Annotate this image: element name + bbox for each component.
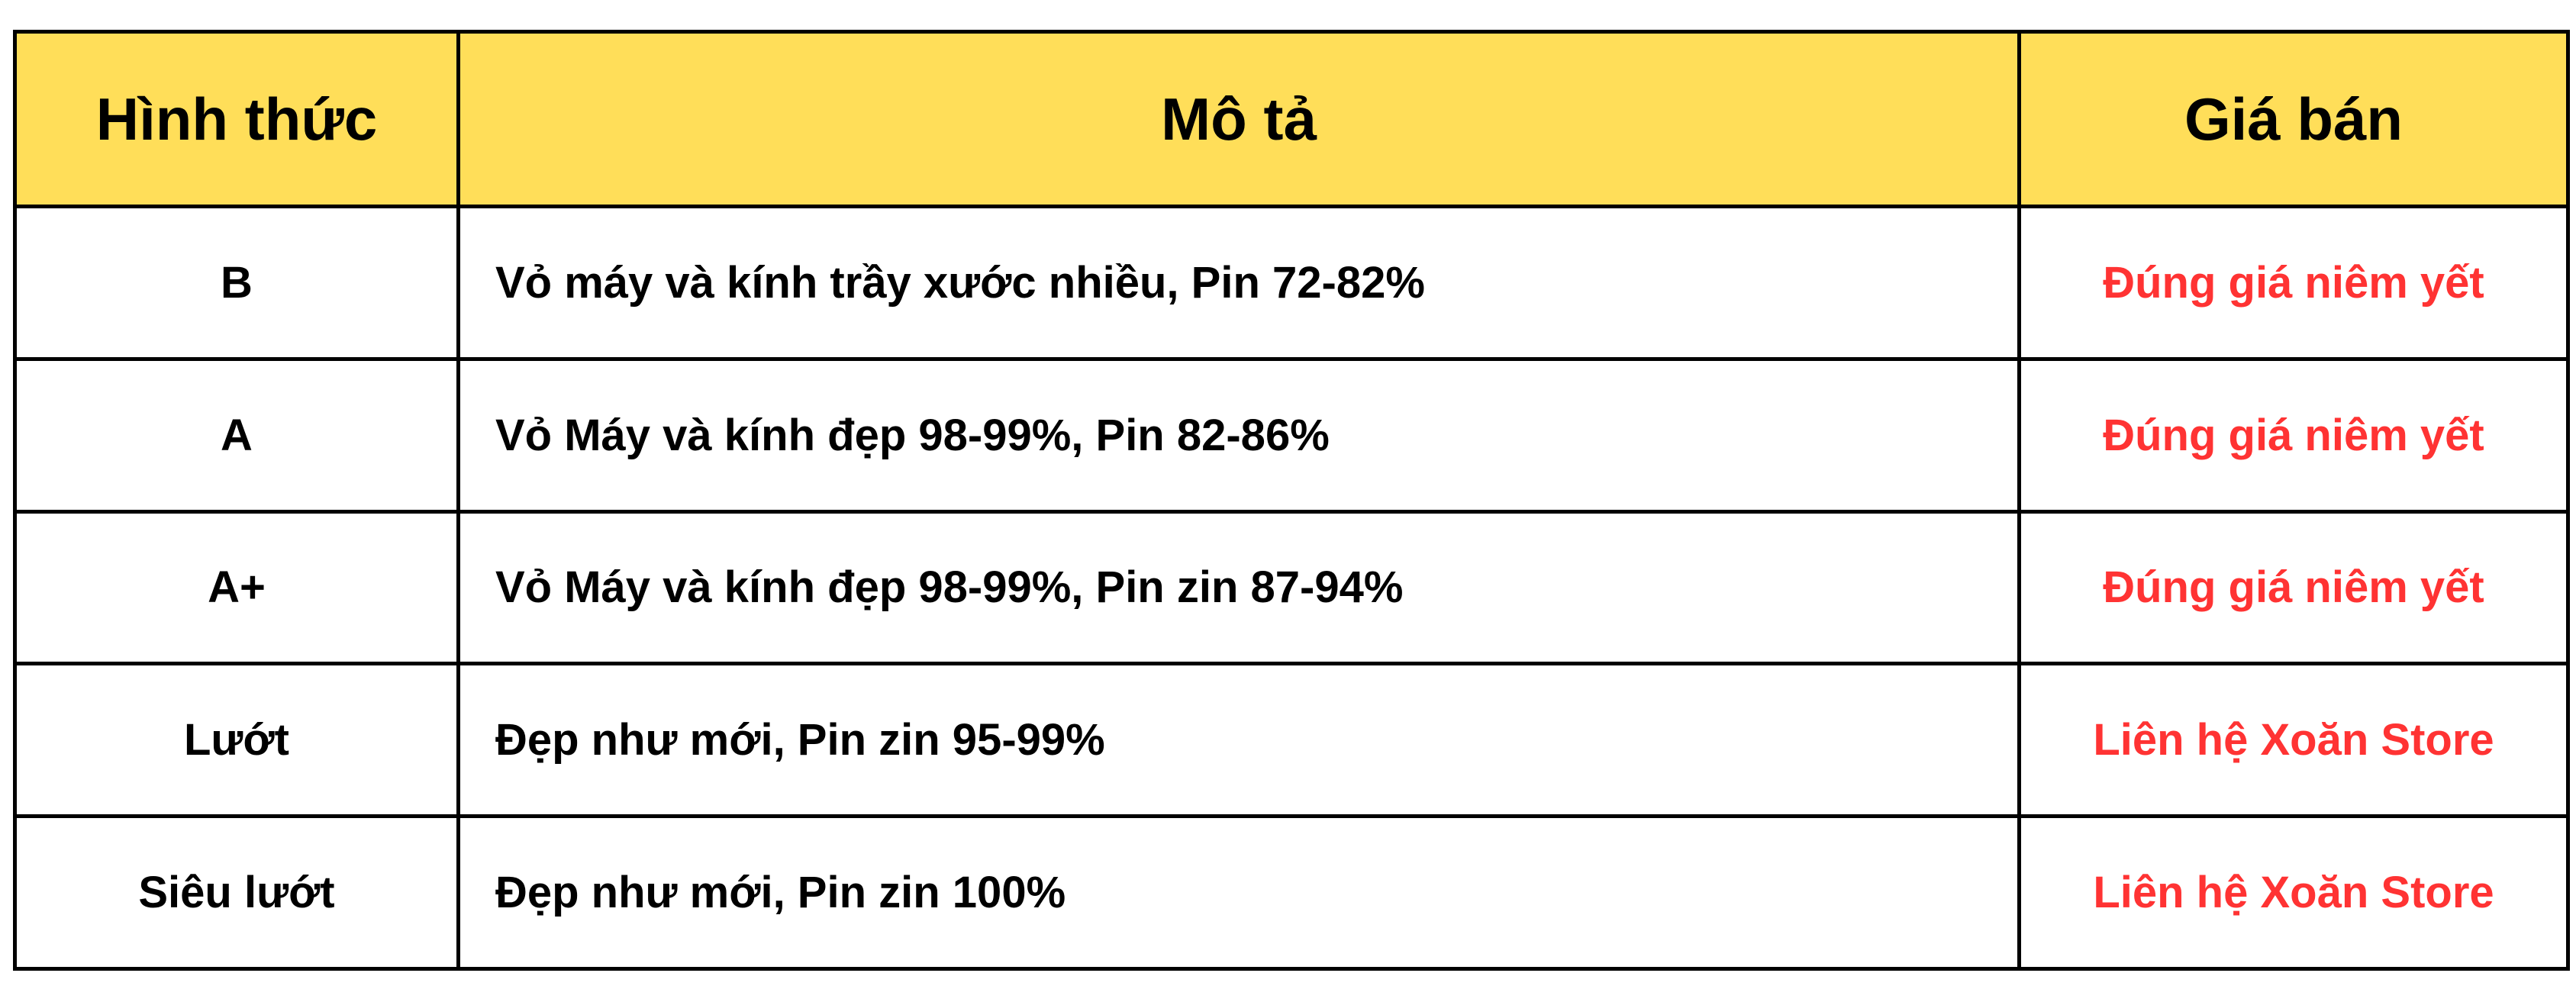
table-row: A Vỏ Máy và kính đẹp 98-99%, Pin 82-86% Đú…	[13, 356, 2570, 514]
header-type: Hình thức	[13, 30, 460, 208]
header-row: Hình thức Mô tả Giá bán	[13, 30, 2570, 208]
cell-type: B	[13, 205, 460, 361]
price-table: Hình thức Mô tả Giá bán B Vỏ máy và kính …	[13, 30, 2570, 971]
cell-description: Vỏ Máy và kính đẹp 98-99%, Pin zin 87-94…	[456, 509, 2021, 666]
table-row: B Vỏ máy và kính trầy xước nhiều, Pin 72-…	[13, 205, 2570, 361]
cell-price: Đúng giá niêm yết	[2017, 205, 2570, 361]
cell-type: A	[13, 356, 460, 514]
cell-price: Đúng giá niêm yết	[2017, 509, 2570, 666]
cell-type: Siêu lướt	[13, 814, 460, 971]
cell-price: Liên hệ Xoăn Store	[2017, 662, 2570, 819]
cell-type: A+	[13, 509, 460, 666]
cell-description: Vỏ máy và kính trầy xước nhiều, Pin 72-8…	[456, 205, 2021, 361]
table-row: Siêu lướt Đẹp như mới, Pin zin 100% Liên h…	[13, 814, 2570, 971]
cell-price: Đúng giá niêm yết	[2017, 356, 2570, 514]
header-price: Giá bán	[2017, 30, 2570, 208]
cell-price: Liên hệ Xoăn Store	[2017, 814, 2570, 971]
cell-description: Đẹp như mới, Pin zin 100%	[456, 814, 2021, 971]
header-description: Mô tả	[456, 30, 2021, 208]
table-row: Lướt Đẹp như mới, Pin zin 95-99% Liên hệ X…	[13, 662, 2570, 819]
cell-type: Lướt	[13, 662, 460, 819]
cell-description: Đẹp như mới, Pin zin 95-99%	[456, 662, 2021, 819]
table-row: A+ Vỏ Máy và kính đẹp 98-99%, Pin zin 87-…	[13, 509, 2570, 666]
cell-description: Vỏ Máy và kính đẹp 98-99%, Pin 82-86%	[456, 356, 2021, 514]
